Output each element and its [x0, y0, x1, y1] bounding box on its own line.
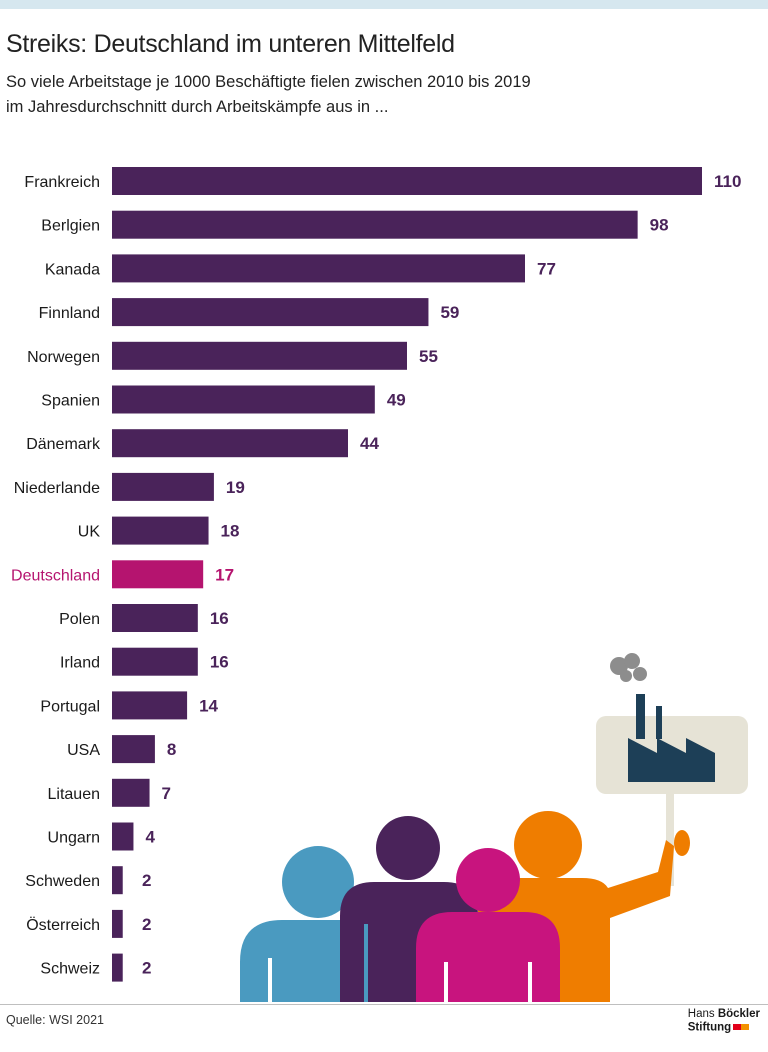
value-label: 44 — [360, 434, 379, 453]
bar — [112, 953, 123, 982]
bar — [112, 167, 702, 195]
blue-arm-line — [268, 958, 272, 1002]
value-label: 2 — [142, 915, 151, 934]
bar — [112, 385, 375, 414]
category-label: Berlgien — [41, 218, 100, 235]
sign-pole — [666, 790, 674, 886]
magenta-arm-line-right — [528, 962, 532, 1002]
chart-title: Streiks: Deutschland im unteren Mittelfe… — [6, 30, 455, 58]
value-label: 17 — [215, 565, 234, 584]
subtitle-line-1: So viele Arbeitstage je 1000 Beschäftigt… — [6, 73, 531, 91]
category-label: USA — [67, 742, 100, 759]
magenta-arm-line-left — [444, 962, 448, 1002]
category-label: Spanien — [41, 393, 100, 410]
strike-illustration — [240, 653, 748, 1002]
value-label: 49 — [387, 391, 406, 410]
subtitle-line-2: im Jahresdurchschnitt durch Arbeitskämpf… — [6, 98, 389, 116]
category-label: Litauen — [48, 786, 101, 803]
footer-divider — [0, 1004, 768, 1005]
bar — [112, 822, 134, 851]
category-label: Polen — [59, 611, 100, 628]
category-label: Schweden — [25, 873, 100, 890]
category-label: Ungarn — [48, 830, 100, 847]
category-label: Portugal — [40, 698, 100, 715]
bar — [112, 429, 348, 458]
bar — [112, 647, 198, 676]
bar — [112, 472, 214, 501]
value-label: 110 — [714, 172, 741, 191]
value-label: 16 — [210, 609, 229, 628]
category-label: Deutschland — [11, 567, 100, 584]
logo-text-hans: Hans — [687, 1008, 718, 1020]
bar — [112, 909, 123, 938]
factory-icon — [628, 694, 715, 782]
bar — [112, 341, 407, 370]
value-label: 19 — [226, 478, 245, 497]
smoke-icon — [610, 653, 647, 682]
bar — [112, 604, 198, 632]
category-label: Finnland — [39, 305, 100, 322]
category-label: Niederlande — [14, 480, 100, 497]
value-label: 18 — [221, 522, 240, 541]
value-label: 16 — [210, 653, 229, 672]
value-label: 77 — [537, 259, 556, 278]
value-label: 8 — [167, 740, 176, 759]
category-label: Frankreich — [24, 174, 100, 191]
value-label: 14 — [199, 696, 218, 715]
bar — [112, 691, 188, 720]
purple-arm-line — [364, 924, 368, 1002]
hans-boeckler-logo: Hans Böckler Stiftung — [688, 1008, 760, 1035]
bar — [112, 210, 638, 239]
value-label: 59 — [440, 303, 459, 322]
logo-mark — [733, 1021, 750, 1034]
source-note: Quelle: WSI 2021 — [6, 1013, 104, 1027]
value-label: 2 — [142, 871, 151, 890]
bar — [112, 254, 525, 283]
bar-chart: Frankreich 110 Berlgien 98 Kanada 77 Finnland 5… — [11, 167, 741, 982]
chart-subtitle: So viele Arbeitstage je 1000 Beschäftigt… — [6, 70, 606, 120]
category-label: Dänemark — [26, 436, 101, 453]
category-label: Kanada — [45, 261, 100, 278]
bar — [112, 298, 429, 327]
value-label: 4 — [145, 828, 155, 847]
magenta-person — [416, 848, 560, 1002]
value-label: 98 — [650, 216, 669, 235]
logo-text-boeckler: Böckler — [717, 1008, 760, 1020]
value-label: 7 — [162, 784, 171, 803]
logo-text-stiftung: Stiftung — [687, 1021, 732, 1034]
bar — [112, 866, 123, 895]
category-label: Schweiz — [40, 961, 100, 978]
category-label: Norwegen — [27, 349, 100, 366]
bar — [112, 560, 204, 589]
bar — [112, 735, 155, 764]
bar — [112, 778, 150, 807]
category-label: Österreich — [26, 916, 100, 934]
bar — [112, 516, 209, 545]
category-label: UK — [78, 524, 101, 541]
top-accent-bar — [0, 0, 768, 9]
category-label: Irland — [60, 655, 100, 672]
value-label: 55 — [419, 347, 438, 366]
value-label: 2 — [142, 959, 151, 978]
